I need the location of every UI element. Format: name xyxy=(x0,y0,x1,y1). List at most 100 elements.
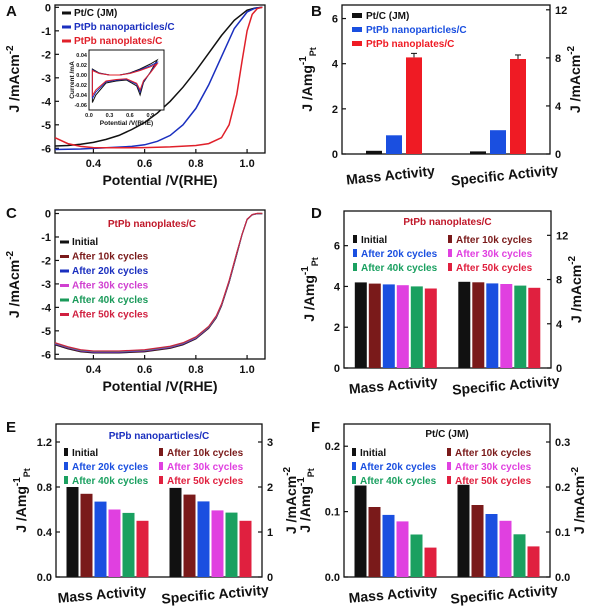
legend-swatch xyxy=(352,462,356,470)
y-tick-label: -5 xyxy=(41,326,51,338)
panel-title: Pt/C (JM) xyxy=(425,429,468,440)
legend-entry: After 50k cycles xyxy=(455,476,532,487)
bar xyxy=(354,282,367,368)
y-left-axis-label-sup: -1 xyxy=(298,56,309,65)
bar xyxy=(510,59,526,154)
legend-swatch xyxy=(448,235,452,243)
y-axis-label: J /mAcm-2 xyxy=(5,250,22,318)
inset-y-tick-label: -0.04 xyxy=(74,93,87,99)
bar xyxy=(410,534,423,577)
y-tick-label: 0 xyxy=(45,209,51,221)
bar xyxy=(80,493,93,578)
legend-entry: Initial xyxy=(72,448,98,459)
y-tick-label: -4 xyxy=(41,302,52,314)
legend-entry: Initial xyxy=(361,235,387,246)
panel-C: C 0 -1 -2 -3 -4 -5 -6 0.4 0.6 0.8 1.0 Potential /V(R… xyxy=(5,205,266,394)
y-right-axis-label-text: J /mAcm xyxy=(571,476,587,534)
y-left-axis-label-sub: Pt xyxy=(22,468,32,477)
bar xyxy=(471,505,484,577)
bar xyxy=(485,514,498,577)
y-tick-label: -5 xyxy=(41,120,51,132)
legend-swatch xyxy=(447,462,451,470)
legend-entry: Pt/C (JM) xyxy=(74,8,117,19)
y-right-tick-label: 8 xyxy=(555,53,561,65)
y-left-axis-label-sub: Pt xyxy=(308,47,318,56)
legend-entry: PtPb nanoplates/C xyxy=(366,39,454,50)
y-left-tick-label: 2 xyxy=(334,322,340,334)
y-right-tick-label: 0.1 xyxy=(555,527,570,539)
legend-entry: After 20k cycles xyxy=(72,462,149,473)
y-right-tick-label: 0.2 xyxy=(555,482,570,494)
legend-swatch xyxy=(159,462,163,470)
inset-y-tick-label: 0.04 xyxy=(76,53,88,59)
y-left-axis-label: J /Amg-1Pt xyxy=(12,468,32,533)
bar xyxy=(499,520,512,578)
legend-swatch xyxy=(159,448,163,456)
bar xyxy=(513,534,526,578)
legend-swatch xyxy=(447,448,451,456)
y-left-axis-label: J /Amg-1Pt xyxy=(296,468,316,533)
y-left-axis-label-sup: -1 xyxy=(300,266,311,275)
legend-swatch xyxy=(352,41,362,46)
bar xyxy=(122,512,135,577)
bar xyxy=(169,487,182,577)
y-right-tick-label: 4 xyxy=(555,101,562,113)
bar xyxy=(457,484,470,578)
legend-swatch xyxy=(352,13,362,18)
bar xyxy=(514,285,527,368)
y-left-axis-label-sup: -1 xyxy=(296,477,307,486)
legend-entry: After 10k cycles xyxy=(455,448,532,459)
y-right-tick-label: 8 xyxy=(556,275,562,287)
y-tick-label: -1 xyxy=(41,232,51,244)
legend-swatch xyxy=(448,263,452,271)
panel-title: PtPb nanoplates/C xyxy=(403,217,491,228)
panel-A: A 0 -1 -2 -3 -4 -5 -6 0.4 0.6 0.8 1.0 Potential /V(R… xyxy=(5,2,266,188)
x-axis-label: Potential /V(RHE) xyxy=(102,172,217,188)
y-right-tick-label: 3 xyxy=(267,437,273,449)
category-label: Specific Activity xyxy=(452,372,561,397)
category-label: Specific Activity xyxy=(450,161,559,188)
legend-swatch xyxy=(64,476,68,484)
y-left-axis-label-text: J /Amg xyxy=(301,275,317,322)
legend-entry: After 30k cycles xyxy=(167,462,244,473)
inset-x-label: Potential /V(RHE) xyxy=(100,120,153,127)
legend-entry: After 30k cycles xyxy=(72,281,149,292)
y-right-axis-label-text: J /mAcm xyxy=(568,265,584,323)
bar xyxy=(94,501,107,577)
y-left-tick-label: 0.4 xyxy=(37,527,53,539)
x-tick-label: 0.8 xyxy=(188,364,203,376)
legend-entry: After 40k cycles xyxy=(361,263,438,274)
plot-frame xyxy=(343,423,551,578)
y-axis-label-sup: -2 xyxy=(5,250,16,259)
panel-label: C xyxy=(6,205,17,222)
x-tick-label: 0.6 xyxy=(137,158,152,170)
y-right-tick-label: 12 xyxy=(555,5,567,17)
legend-entry: After 10k cycles xyxy=(72,252,149,263)
legend-entry: After 30k cycles xyxy=(456,249,533,260)
category-label: Mass Activity xyxy=(57,582,147,606)
bar xyxy=(490,130,506,154)
legend-swatch xyxy=(64,448,68,456)
bar xyxy=(382,284,395,368)
x-tick-label: 1.0 xyxy=(239,364,254,376)
bar xyxy=(66,487,79,577)
bar xyxy=(225,512,238,577)
panel-label: A xyxy=(6,3,17,20)
y-right-axis-label-sup: -2 xyxy=(566,45,577,54)
y-left-tick-label: 2 xyxy=(332,104,338,116)
bar xyxy=(424,547,437,577)
bar xyxy=(366,150,382,154)
y-left-axis-label: J /Amg-1Pt xyxy=(298,47,318,112)
inset-x-tick-label: 0.9 xyxy=(147,113,155,119)
plot-frame xyxy=(343,210,552,369)
series-line xyxy=(54,6,263,149)
y-right-tick-label: 0 xyxy=(267,572,273,584)
x-tick-label: 0.4 xyxy=(86,158,102,170)
y-left-axis-label: J /Amg-1Pt xyxy=(300,257,320,322)
y-right-tick-label: 0 xyxy=(556,363,562,375)
panel-label: D xyxy=(311,205,322,222)
y-left-tick-label: 1.2 xyxy=(37,437,52,449)
category-label: Mass Activity xyxy=(348,373,438,397)
y-left-tick-label: 0.8 xyxy=(37,482,52,494)
